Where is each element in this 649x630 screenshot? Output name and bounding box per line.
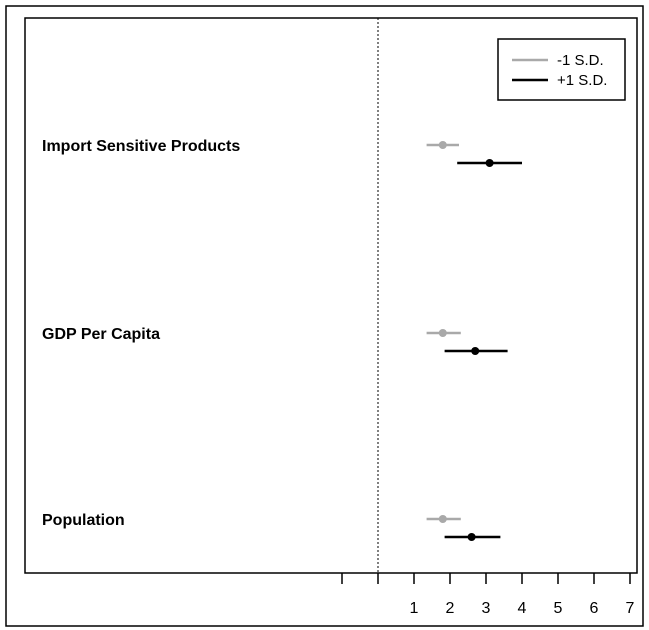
x-tick-label: 1 — [410, 600, 419, 617]
category-label: Import Sensitive Products — [42, 138, 240, 155]
category-labels: Import Sensitive Products GDP Per Capita P… — [42, 138, 240, 529]
data-point — [485, 159, 494, 167]
x-tick-label: 5 — [554, 600, 563, 617]
data-point — [471, 347, 480, 355]
x-tick-label: 7 — [626, 600, 635, 617]
legend-label: +1 S.D. — [557, 72, 607, 89]
category-label: Population — [42, 512, 125, 529]
x-tick-label: 3 — [482, 600, 491, 617]
data-point — [438, 329, 447, 337]
x-axis: 1 2 3 4 5 6 7 — [341, 18, 635, 617]
plot-box — [24, 17, 638, 574]
data-marks — [426, 141, 522, 541]
data-point — [438, 141, 447, 149]
data-point — [438, 515, 447, 523]
data-point — [467, 533, 476, 541]
legend: -1 S.D. +1 S.D. — [497, 38, 626, 101]
legend-box — [497, 38, 626, 101]
x-tick-label: 4 — [518, 600, 527, 617]
legend-label: -1 S.D. — [557, 52, 604, 69]
x-tick-label: 2 — [446, 600, 455, 617]
outer-frame — [5, 5, 644, 627]
x-tick-label: 6 — [590, 600, 599, 617]
category-label: GDP Per Capita — [42, 326, 160, 343]
